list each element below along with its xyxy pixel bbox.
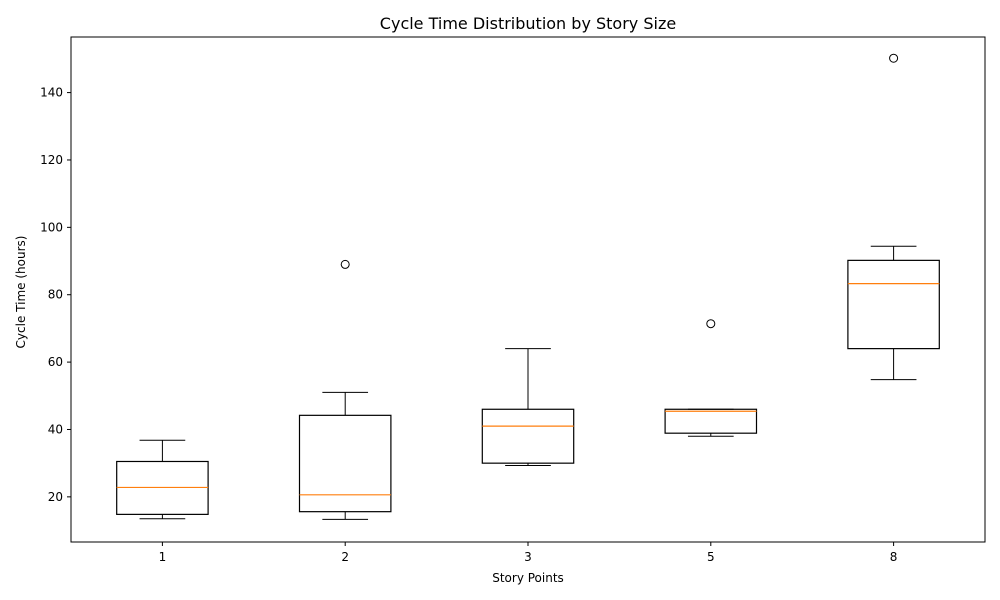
y-axis-label: Cycle Time (hours) — [14, 236, 28, 349]
x-tick-label: 2 — [341, 550, 349, 564]
y-tick-label: 60 — [48, 355, 63, 369]
iqr-box — [481, 408, 575, 464]
y-tick-label: 40 — [48, 422, 63, 436]
outlier-point — [706, 319, 716, 329]
box-group-2 — [298, 259, 392, 520]
y-tick-label: 140 — [40, 86, 63, 100]
axes: 20 40 60 80 100 120 140 1 2 3 5 8 — [40, 36, 986, 564]
box-group-8 — [847, 53, 940, 381]
plot-area — [116, 53, 940, 520]
chart-title: Cycle Time Distribution by Story Size — [380, 14, 676, 33]
box-group-5 — [664, 319, 758, 437]
box-group-3 — [481, 348, 575, 467]
x-tick-label: 1 — [159, 550, 167, 564]
outlier-point — [889, 53, 899, 63]
iqr-box — [298, 414, 392, 513]
y-tick-label: 20 — [48, 490, 63, 504]
outlier-point — [340, 259, 350, 269]
iqr-box — [847, 259, 940, 350]
box-group-1 — [116, 439, 209, 520]
y-tick-label: 100 — [40, 220, 63, 234]
x-axis-label: Story Points — [492, 571, 564, 585]
iqr-box — [664, 408, 758, 434]
y-tick-label: 80 — [48, 288, 63, 302]
y-tick-label: 120 — [40, 153, 63, 167]
x-tick-label: 8 — [890, 550, 898, 564]
x-tick-label: 5 — [707, 550, 715, 564]
x-tick-label: 3 — [524, 550, 532, 564]
